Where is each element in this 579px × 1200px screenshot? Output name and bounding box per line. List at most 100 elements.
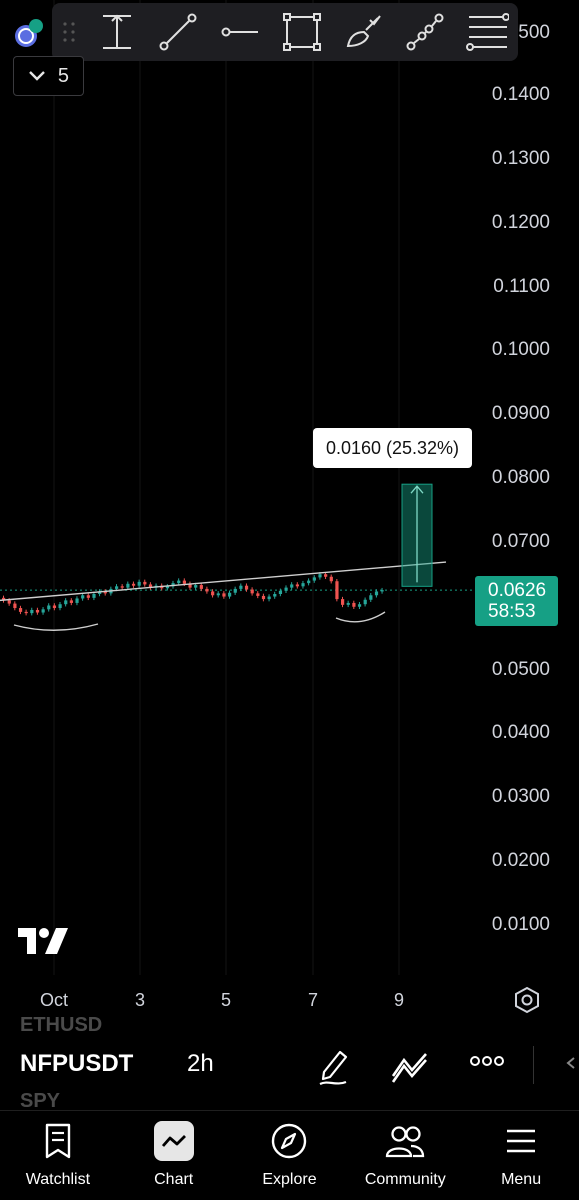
candle-body [228,592,232,597]
candle-body [329,576,333,582]
candle-body [284,587,288,591]
candle-body [35,609,40,613]
candle-body [380,590,384,592]
candle-body [194,585,198,588]
chevron-down-icon [29,71,45,81]
candle-body [301,583,305,587]
prev-symbol[interactable]: ETHUSD [20,1014,103,1036]
candle-body [352,602,356,607]
toolbar-divider [533,1046,534,1084]
time-axis-tick: Oct [39,990,69,1010]
candle-body [250,589,254,594]
candle-body [244,585,249,590]
watchlist-icon [38,1121,78,1161]
price-axis-tick: 0.0200 [491,850,550,872]
pattern-arc-left [13,623,99,631]
chevron-left-icon[interactable] [565,1056,577,1070]
time-axis-tick: 3 [134,990,146,1010]
brush-icon[interactable] [333,3,395,61]
nav-watchlist[interactable]: Watchlist [0,1111,116,1200]
candle-body [346,602,350,605]
community-icon [385,1121,425,1161]
next-symbol[interactable]: SPY [20,1090,61,1112]
price-chart[interactable] [0,0,579,1020]
bar-countdown: 58:53 [488,601,536,622]
candle-body [13,603,17,609]
pencil-icon[interactable] [316,1046,350,1086]
drag-handle-icon[interactable] [52,3,86,61]
rectangle-icon[interactable] [271,3,333,61]
drawings-icon[interactable] [390,1046,430,1086]
trend-line-icon[interactable] [148,3,210,61]
candle-body [24,611,28,614]
price-axis-tick: 0.1000 [491,339,550,361]
time-axis-tick: 5 [220,990,232,1010]
candle-body [103,591,107,594]
nav-community[interactable]: Community [347,1111,463,1200]
indicators-toggle[interactable]: 5 [13,56,84,96]
price-axis-tick: 0.0800 [491,467,550,489]
candle-body [98,591,102,594]
candle-body [143,581,147,585]
symbol-logo-icon [15,19,43,47]
price-axis-tick: 0.0700 [491,530,550,552]
candle-body [86,595,90,598]
fib-retracement-icon[interactable] [456,3,518,61]
tradingview-logo-icon[interactable] [18,928,68,954]
bottom-nav: Watchlist Chart Explore Community Menu [0,1110,579,1200]
current-price-value: 0.0626 [488,580,547,601]
candle-body [199,585,203,589]
nav-label-watchlist: Watchlist [25,1171,91,1188]
measure-tool-icon[interactable] [86,3,148,61]
chart-settings-icon[interactable] [513,986,541,1014]
menu-icon [501,1121,541,1161]
current-price-tag: 0.0626 58:53 [475,576,558,626]
candle-body [261,595,266,600]
interval-selector[interactable]: 2h [187,1050,214,1077]
path-tool-icon[interactable] [395,3,457,61]
nav-chart[interactable]: Chart [116,1111,232,1200]
candle-body [307,580,311,584]
candle-body [374,591,379,596]
symbol-bar: ETHUSD NFPUSDT 2h SPY [0,1014,579,1112]
candle-body [120,586,124,588]
price-axis-tick: 0.0100 [491,914,550,935]
chart-area[interactable]: 500 0.1400 0.1300 0.1200 0.1100 0.1000 0.0900 0… [0,0,579,1020]
candle-body [64,600,68,605]
measure-arrow-head [410,485,424,494]
nav-menu[interactable]: Menu [463,1111,579,1200]
candle-body [256,593,260,596]
chart-icon [153,1121,194,1161]
candle-body [211,591,215,596]
candle-body [205,588,209,592]
candle-body [41,609,45,613]
candle-body [318,574,322,578]
time-axis-tick: 9 [393,990,405,1010]
nav-explore[interactable]: Explore [232,1111,348,1200]
price-axis-tick: 0.1400 [491,84,550,105]
price-axis-tick: 0.0900 [491,403,550,425]
candle-body [273,594,277,597]
candle-body [115,586,119,589]
candle-body [239,585,243,589]
candle-body [278,590,283,594]
candle-body [363,599,367,605]
candle-body [47,605,51,610]
candle-body [171,583,175,587]
measure-result-label[interactable]: 0.0160 (25.32%) [313,428,472,468]
candle-body [75,598,79,603]
candle-body [222,593,226,597]
candle-body [369,595,373,600]
horizontal-ray-icon[interactable] [209,3,271,61]
candle-body [295,584,299,587]
nav-label-chart: Chart [154,1171,194,1188]
more-icon[interactable] [470,1054,504,1068]
indicators-count: 5 [57,64,70,87]
candle-body [290,584,294,588]
candle-body [7,600,11,604]
price-axis-tick: 0.1100 [493,275,550,297]
symbol-name[interactable]: NFPUSDT [20,1050,134,1077]
price-axis-tick: 0.0500 [491,658,550,680]
candle-body [58,604,62,609]
candle-body [233,588,237,593]
